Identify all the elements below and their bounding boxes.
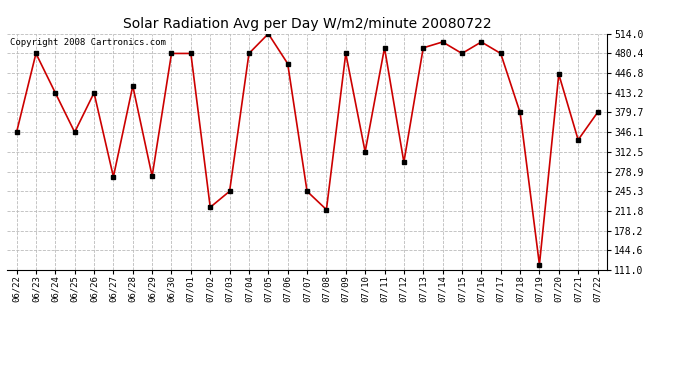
Text: Copyright 2008 Cartronics.com: Copyright 2008 Cartronics.com xyxy=(10,39,166,48)
Title: Solar Radiation Avg per Day W/m2/minute 20080722: Solar Radiation Avg per Day W/m2/minute … xyxy=(123,17,491,31)
